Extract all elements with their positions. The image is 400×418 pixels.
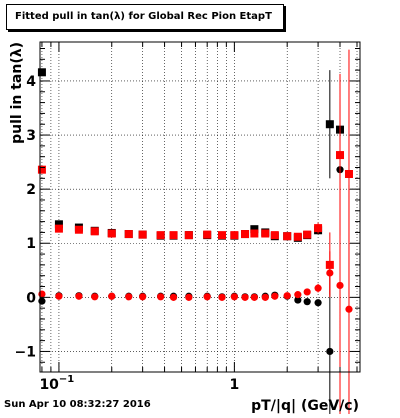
data-point-circle [218,294,225,301]
chart-title-box: Fitted pull in tan(λ) for Global Rec Pio… [6,4,284,30]
data-point-circle [284,292,291,299]
data-point-circle [75,293,82,300]
data-point-circle [241,294,248,301]
data-point-circle [326,348,333,355]
data-point-square [38,68,46,76]
data-point-circle [157,293,164,300]
data-point-square [91,227,99,235]
data-point-square [283,232,291,240]
data-point-circle [251,294,258,301]
data-point-circle [170,294,177,301]
data-point-circle [336,282,343,289]
data-point-circle [185,294,192,301]
data-point-square [303,231,311,239]
data-point-circle [55,293,62,300]
data-point-circle [304,288,311,295]
data-point-circle [326,269,333,276]
y-tick-label: −1 [15,344,36,360]
data-point-square [139,231,147,239]
data-point-square [294,233,302,241]
data-point-square [185,231,193,239]
data-point-circle [271,293,278,300]
series-black-circle [38,105,343,414]
y-tick-label: 2 [26,182,36,198]
y-axis-label: pull in tan(λ) [9,42,25,144]
data-point-square [38,166,46,174]
data-point-square [170,231,178,239]
timestamp-footer: Sun Apr 10 08:32:27 2016 [4,399,151,410]
chart-title: Fitted pull in tan(λ) for Global Rec Pio… [15,11,272,22]
data-point-square [345,170,353,178]
data-point-square [230,231,238,239]
data-point-square [241,230,249,238]
data-point-square [75,226,83,234]
data-point-circle [314,285,321,292]
y-tick-label: 4 [26,74,36,90]
plot-frame [40,42,360,372]
data-point-circle [204,293,211,300]
data-point-square [203,231,211,239]
series-black-square [38,68,344,242]
grid-lines [40,42,360,372]
data-point-circle [304,298,311,305]
data-point-square [314,224,322,232]
data-point-circle [139,293,146,300]
data-point-circle [314,299,321,306]
data-point-square [250,230,258,238]
y-tick-label: 3 [26,128,36,144]
data-point-square [55,225,63,233]
y-tick-label: 0 [26,290,36,306]
data-point-square [261,230,269,238]
data-point-square [326,120,334,128]
x-tick-label: 1 [230,377,240,393]
data-point-square [157,231,165,239]
data-point-circle [294,291,301,298]
data-point-circle [38,290,45,297]
data-point-square [108,230,116,238]
data-point-circle [262,294,269,301]
x-axis-label: pT/|q| (GeV/c) [251,398,359,414]
data-point-circle [91,293,98,300]
data-point-square [125,230,133,238]
data-point-square [271,231,279,239]
data-point-circle [108,293,115,300]
data-point-circle [125,293,132,300]
y-tick-label: 1 [26,236,36,252]
x-tick-label-exponent: −1 [59,374,74,385]
data-point-square [218,231,226,239]
data-point-circle [38,298,45,305]
data-point-circle [345,306,352,313]
data-point-circle [231,293,238,300]
x-tick-label: 10 [39,377,59,393]
